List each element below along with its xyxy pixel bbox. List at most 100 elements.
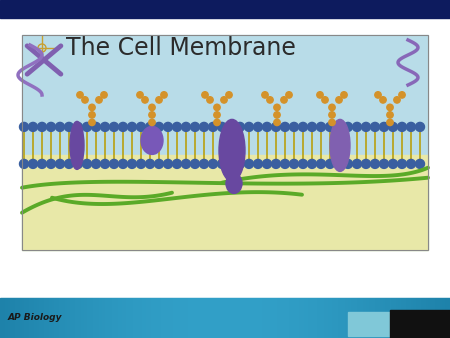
- Bar: [275, 298, 276, 338]
- Bar: [399, 298, 400, 338]
- Bar: [164, 298, 165, 338]
- Bar: [387, 298, 388, 338]
- Bar: [207, 298, 208, 338]
- Bar: [83, 298, 84, 338]
- Bar: [95, 298, 96, 338]
- Bar: [264, 298, 265, 338]
- Circle shape: [325, 160, 334, 168]
- Circle shape: [274, 112, 280, 118]
- Circle shape: [190, 160, 199, 168]
- Bar: [321, 298, 322, 338]
- Bar: [194, 298, 195, 338]
- Bar: [295, 298, 296, 338]
- Bar: [328, 298, 329, 338]
- Bar: [53, 298, 54, 338]
- Bar: [408, 298, 409, 338]
- Bar: [273, 298, 274, 338]
- Bar: [256, 298, 257, 338]
- Bar: [324, 298, 325, 338]
- Circle shape: [154, 122, 163, 131]
- Bar: [259, 298, 260, 338]
- Bar: [208, 298, 209, 338]
- Circle shape: [77, 92, 83, 98]
- Circle shape: [109, 122, 118, 131]
- Bar: [365, 298, 366, 338]
- Circle shape: [325, 122, 334, 131]
- Bar: [159, 298, 160, 338]
- Bar: [303, 298, 304, 338]
- Bar: [180, 298, 181, 338]
- Bar: [144, 298, 145, 338]
- Bar: [23, 298, 24, 338]
- Circle shape: [149, 104, 155, 111]
- Bar: [384, 298, 385, 338]
- Bar: [133, 298, 134, 338]
- Bar: [388, 298, 389, 338]
- Circle shape: [217, 160, 226, 168]
- Bar: [319, 298, 320, 338]
- Bar: [92, 298, 93, 338]
- Bar: [331, 298, 332, 338]
- Bar: [22, 35, 428, 250]
- Circle shape: [91, 160, 100, 168]
- Bar: [84, 298, 85, 338]
- Bar: [279, 298, 280, 338]
- Circle shape: [361, 122, 370, 131]
- Bar: [253, 298, 254, 338]
- Bar: [56, 298, 57, 338]
- Bar: [420, 298, 421, 338]
- Bar: [55, 298, 56, 338]
- Bar: [447, 298, 448, 338]
- Bar: [369, 298, 370, 338]
- Bar: [102, 298, 103, 338]
- Bar: [134, 298, 135, 338]
- Circle shape: [388, 122, 397, 131]
- Bar: [87, 298, 88, 338]
- Circle shape: [274, 104, 280, 111]
- Bar: [305, 298, 306, 338]
- Bar: [163, 298, 164, 338]
- Circle shape: [316, 122, 325, 131]
- Bar: [41, 298, 42, 338]
- Bar: [200, 298, 201, 338]
- Bar: [309, 298, 310, 338]
- Bar: [57, 298, 58, 338]
- Bar: [434, 298, 435, 338]
- Bar: [244, 298, 245, 338]
- Bar: [228, 298, 229, 338]
- Bar: [379, 298, 380, 338]
- Bar: [110, 298, 111, 338]
- Bar: [147, 298, 148, 338]
- Circle shape: [289, 160, 298, 168]
- Bar: [106, 298, 107, 338]
- Circle shape: [388, 160, 397, 168]
- Bar: [390, 298, 391, 338]
- Bar: [340, 298, 341, 338]
- Bar: [311, 298, 312, 338]
- Ellipse shape: [330, 119, 350, 171]
- Circle shape: [397, 160, 406, 168]
- Bar: [254, 298, 255, 338]
- Bar: [310, 298, 311, 338]
- Bar: [42, 298, 43, 338]
- Bar: [17, 298, 18, 338]
- Bar: [225, 298, 226, 338]
- Circle shape: [322, 97, 328, 103]
- Bar: [429, 298, 430, 338]
- Bar: [416, 298, 417, 338]
- Bar: [390, 310, 450, 338]
- Bar: [265, 298, 266, 338]
- Bar: [210, 298, 211, 338]
- Circle shape: [329, 104, 335, 111]
- Circle shape: [89, 119, 95, 126]
- Bar: [178, 298, 179, 338]
- Bar: [436, 298, 437, 338]
- Bar: [239, 298, 240, 338]
- Bar: [91, 298, 92, 338]
- Bar: [220, 298, 221, 338]
- Circle shape: [214, 119, 220, 126]
- Circle shape: [262, 92, 268, 98]
- Bar: [439, 298, 440, 338]
- Bar: [338, 298, 339, 338]
- Bar: [154, 298, 155, 338]
